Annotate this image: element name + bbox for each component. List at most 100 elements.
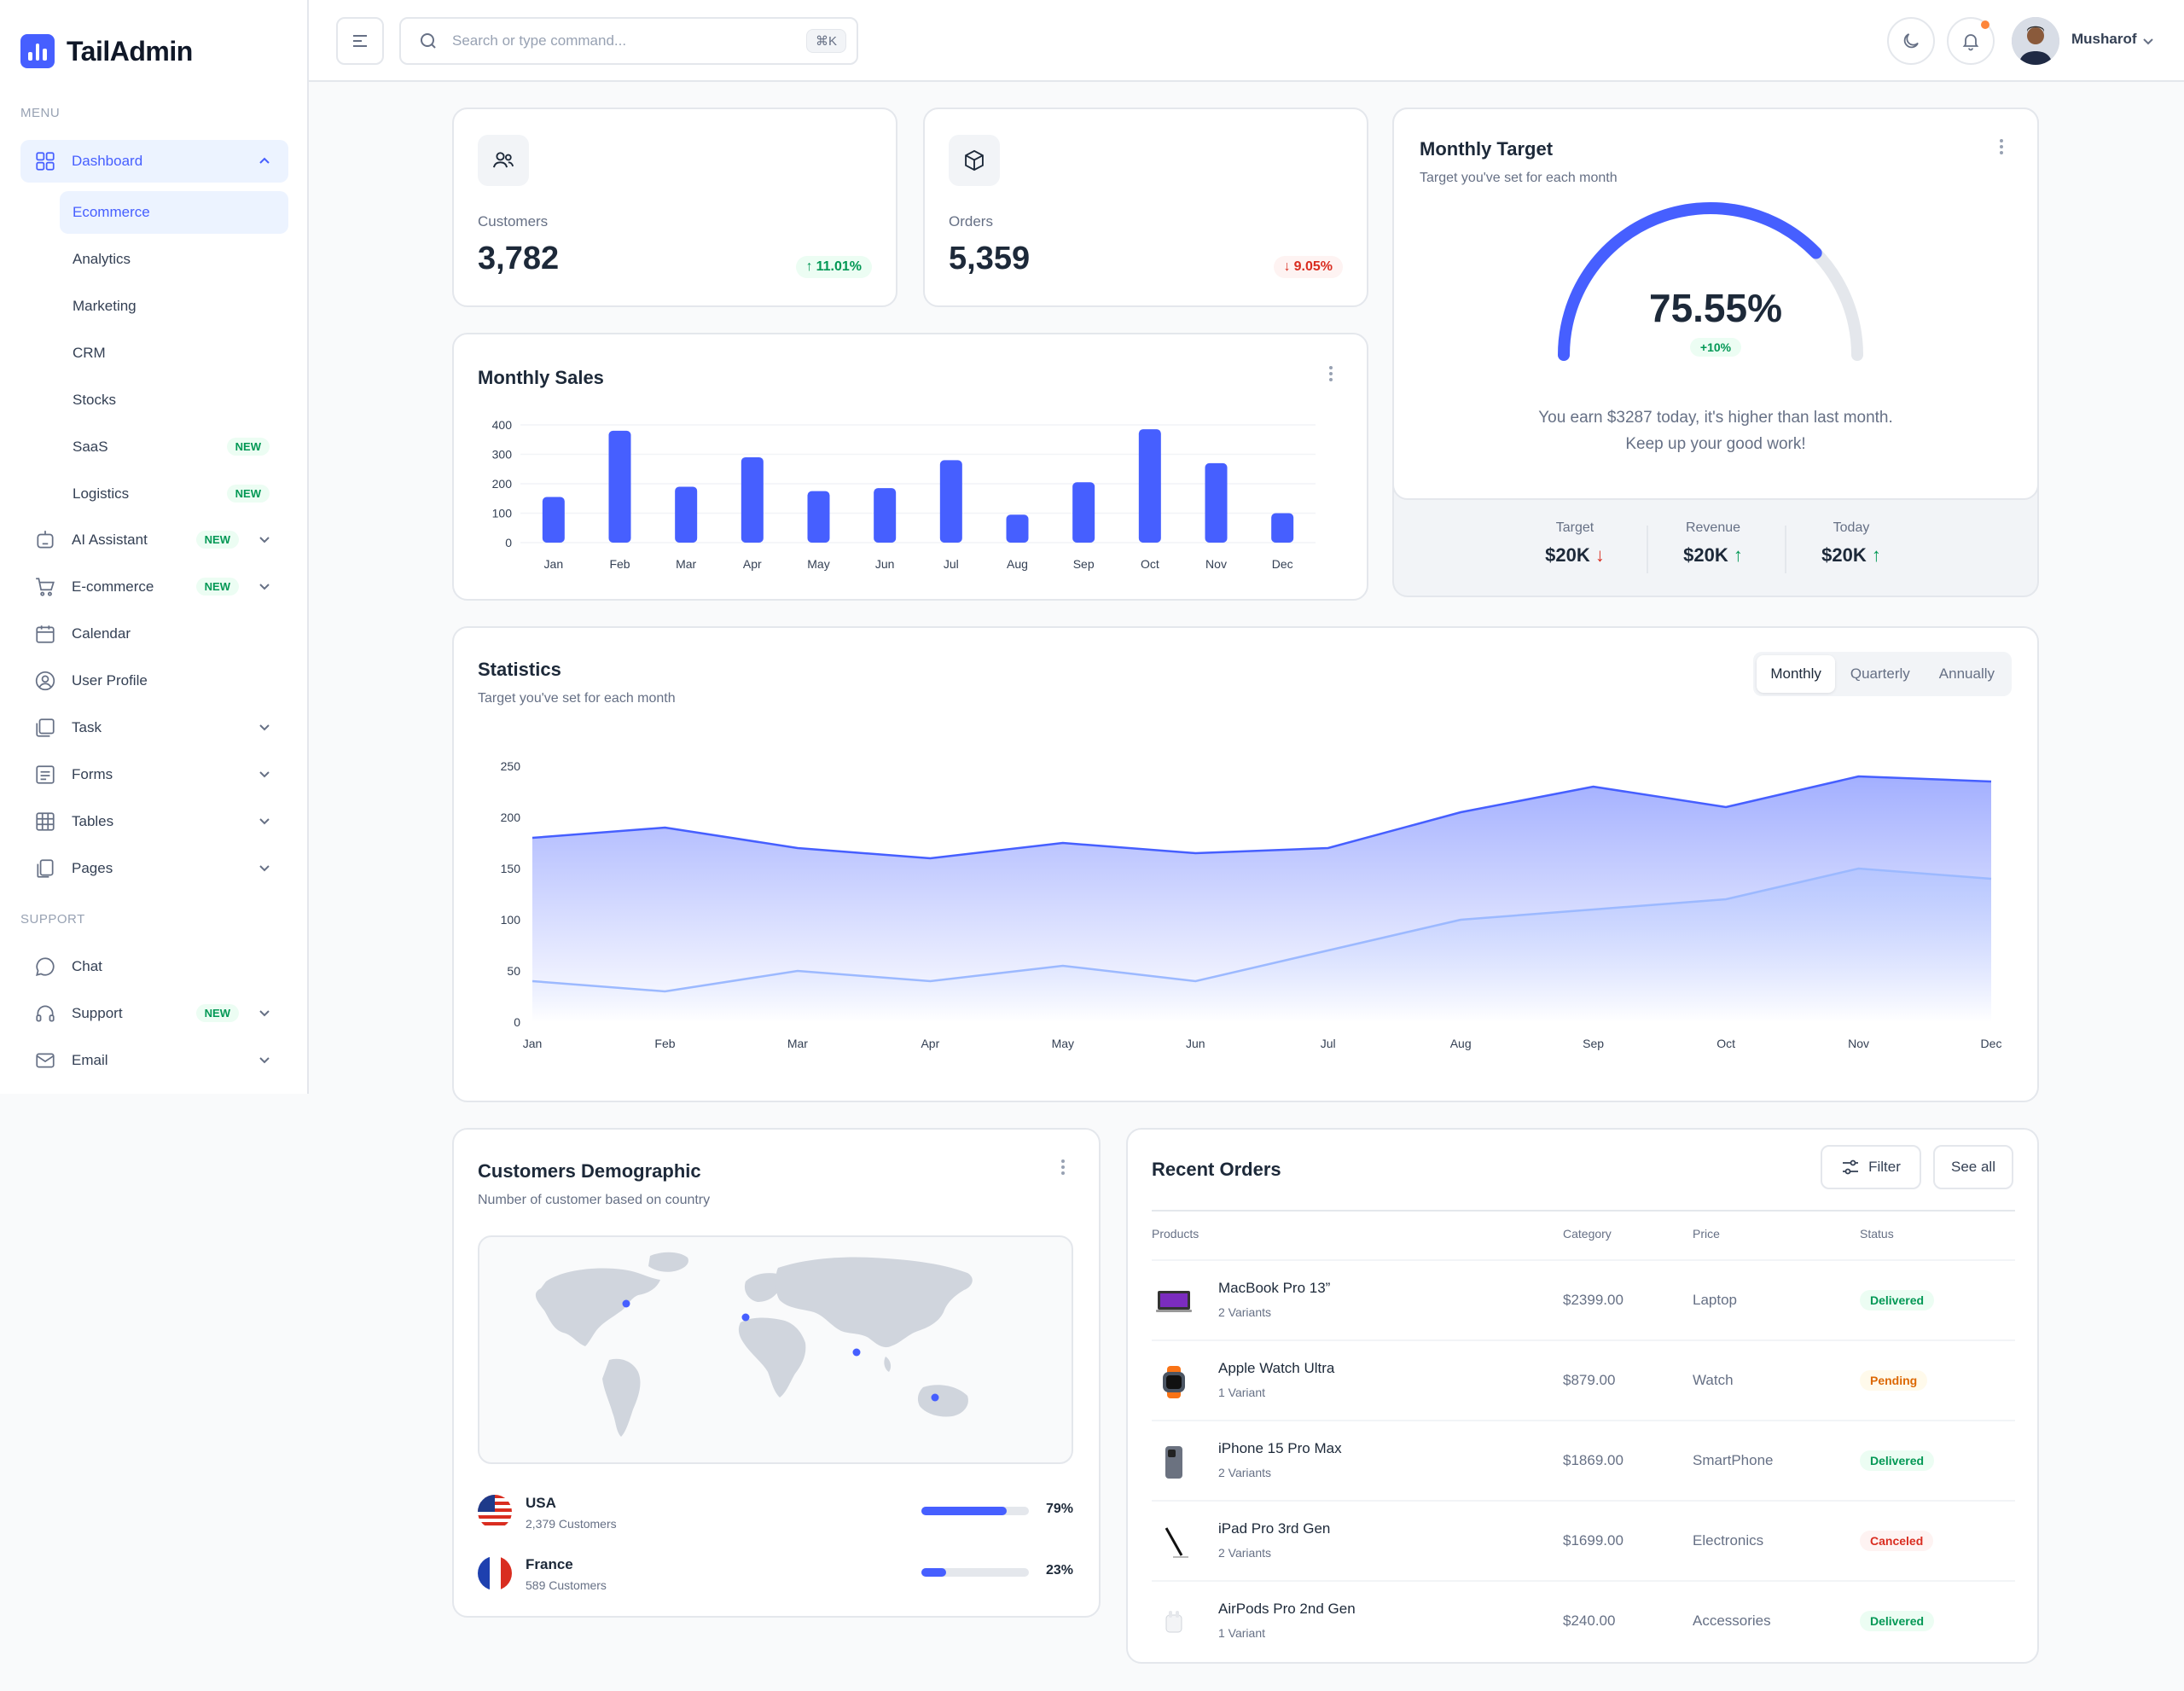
series-line: [531, 775, 1992, 860]
status-badge: Delivered: [1860, 1450, 1935, 1471]
sidebar-item-chat[interactable]: Chat: [20, 945, 288, 988]
table-row[interactable]: iPhone 15 Pro Max 2 Variants $1869.00 Smart…: [1152, 1420, 2015, 1500]
new-badge: NEW: [195, 578, 239, 596]
sidebar-subitem-saas[interactable]: SaaS NEW: [60, 426, 288, 468]
map-marker[interactable]: [622, 1299, 630, 1308]
bar[interactable]: [939, 460, 962, 543]
stat-label: Today: [1833, 520, 1870, 535]
avatar[interactable]: [2012, 17, 2059, 65]
chevron-down-icon: [259, 1057, 270, 1064]
country-name: France: [526, 1556, 573, 1572]
customers-demographic-card: Customers Demographic Number of customer…: [452, 1128, 1101, 1618]
product-price: $240.00: [1563, 1613, 1616, 1629]
product-price: $2399.00: [1563, 1292, 1623, 1308]
monthly-sales-card: Monthly Sales 0 100 200 300 400 Jan Feb Mar Apr M…: [452, 333, 1368, 601]
more-vertical-icon[interactable]: [1053, 1157, 1073, 1177]
chat-icon: [34, 956, 56, 978]
x-tick-label: Jun: [1186, 1037, 1205, 1050]
product-name: AirPods Pro 2nd Gen: [1218, 1601, 1356, 1617]
map-marker[interactable]: [931, 1393, 939, 1402]
sidebar-item-ecommerce[interactable]: E-commerce NEW: [20, 566, 288, 608]
more-vertical-icon[interactable]: [1321, 363, 1341, 384]
sidebar-subitem-label: Ecommerce: [73, 204, 150, 220]
sidebar-item-label: User Profile: [72, 672, 148, 689]
x-tick-label: Oct: [1716, 1037, 1735, 1050]
world-map[interactable]: [478, 1235, 1073, 1464]
map-marker[interactable]: [852, 1348, 861, 1357]
sidebar-item-forms[interactable]: Forms: [20, 753, 288, 796]
card-title: Monthly Sales: [478, 367, 604, 388]
map-marker[interactable]: [741, 1313, 750, 1322]
chevron-down-icon: [259, 1010, 270, 1017]
y-tick-label: 200: [492, 477, 513, 491]
bar[interactable]: [741, 456, 764, 543]
chevron-down-icon: [259, 724, 270, 731]
country-percent: 79%: [1045, 1502, 1073, 1516]
sidebar-subitem-crm[interactable]: CRM: [60, 332, 288, 375]
user-avatar-image: [2012, 17, 2059, 65]
more-vertical-icon[interactable]: [1991, 137, 2012, 157]
x-tick-label: Jan: [523, 1037, 543, 1050]
sidebar-item-email[interactable]: Email: [20, 1039, 288, 1082]
see-all-button[interactable]: See all: [1933, 1145, 2013, 1189]
bar[interactable]: [542, 497, 565, 543]
filter-icon: [1843, 1159, 1859, 1175]
table-row[interactable]: iPad Pro 3rd Gen 2 Variants $1699.00 Electr…: [1152, 1500, 2015, 1580]
sidebar-subitem-stocks[interactable]: Stocks: [60, 379, 288, 421]
bar[interactable]: [807, 491, 830, 543]
tab-annually[interactable]: Annually: [1938, 665, 1995, 682]
column-header: Price: [1693, 1227, 1720, 1241]
sidebar-item-ai-assistant[interactable]: AI Assistant NEW: [20, 519, 288, 561]
sidebar-item-tables[interactable]: Tables: [20, 800, 288, 843]
filter-button[interactable]: Filter: [1821, 1145, 1921, 1189]
product-thumbnail: [1152, 1440, 1196, 1485]
bar[interactable]: [874, 488, 897, 543]
bar[interactable]: [1138, 429, 1161, 543]
sidebar-subitem-ecommerce[interactable]: Ecommerce: [60, 191, 288, 234]
tab-quarterly[interactable]: Quarterly: [1850, 665, 1910, 682]
target-message-line: You earn $3287 today, it's higher than l…: [1538, 409, 1893, 427]
bar[interactable]: [1205, 462, 1228, 543]
country-customers: 2,379 Customers: [526, 1517, 617, 1531]
product-category: Electronics: [1693, 1532, 1764, 1549]
product-category: Accessories: [1693, 1613, 1771, 1629]
sidebar-subitem-analytics[interactable]: Analytics: [60, 238, 288, 281]
table-row[interactable]: MacBook Pro 13” 2 Variants $2399.00 Laptop D…: [1152, 1259, 2015, 1339]
bar[interactable]: [1006, 514, 1029, 543]
bar[interactable]: [1271, 513, 1294, 543]
search-input[interactable]: Search or type command... ⌘K: [399, 17, 858, 65]
notification-button[interactable]: [1947, 17, 1995, 65]
sidebar-subitem-logistics[interactable]: Logistics NEW: [60, 473, 288, 515]
progress-fill: [921, 1568, 946, 1577]
tab-monthly[interactable]: Monthly: [1757, 655, 1835, 693]
delta-badge-down: ↓ 9.05%: [1273, 256, 1343, 278]
sidebar-item-pages[interactable]: Pages: [20, 847, 288, 890]
dark-mode-toggle[interactable]: [1887, 17, 1935, 65]
sidebar-item-task[interactable]: Task: [20, 706, 288, 749]
brand-logo[interactable]: TailAdmin: [20, 34, 193, 68]
bar[interactable]: [1072, 482, 1095, 543]
y-tick-label: 200: [501, 811, 521, 824]
monthly-sales-chart: 0 100 200 300 400 Jan Feb Mar Apr May Jun Jul Aug Sep…: [492, 418, 1316, 571]
sidebar-item-calendar[interactable]: Calendar: [20, 613, 288, 655]
sidebar: TailAdmin MENU Dashboard Ecommerce Analy…: [0, 0, 309, 1094]
user-name[interactable]: Musharof: [2071, 31, 2137, 47]
sidebar-subitem-marketing[interactable]: Marketing: [60, 285, 288, 328]
statistics-card: Statistics Target you've set for each mo…: [452, 626, 2039, 1102]
x-tick-label: May: [1052, 1037, 1074, 1050]
new-badge: NEW: [195, 531, 239, 549]
x-tick-label: Apr: [743, 557, 762, 571]
bar[interactable]: [675, 486, 698, 543]
sidebar-item-support[interactable]: Support NEW: [20, 992, 288, 1035]
sidebar-item-user-profile[interactable]: User Profile: [20, 660, 288, 702]
table-row[interactable]: Apple Watch Ultra 1 Variant $879.00 Watch Pe…: [1152, 1339, 2015, 1420]
table-row[interactable]: AirPods Pro 2nd Gen 1 Variant $240.00 Acces…: [1152, 1580, 2015, 1660]
sidebar-toggle-button[interactable]: [336, 17, 384, 65]
today-stat: Today $20K ↑: [1805, 520, 1897, 567]
chevron-down-icon[interactable]: [2140, 32, 2157, 49]
bar[interactable]: [608, 430, 631, 543]
product-category: SmartPhone: [1693, 1452, 1774, 1468]
x-tick-label: Sep: [1583, 1037, 1604, 1050]
x-tick-label: Jun: [875, 557, 895, 571]
sidebar-item-dashboard[interactable]: Dashboard: [20, 140, 288, 183]
